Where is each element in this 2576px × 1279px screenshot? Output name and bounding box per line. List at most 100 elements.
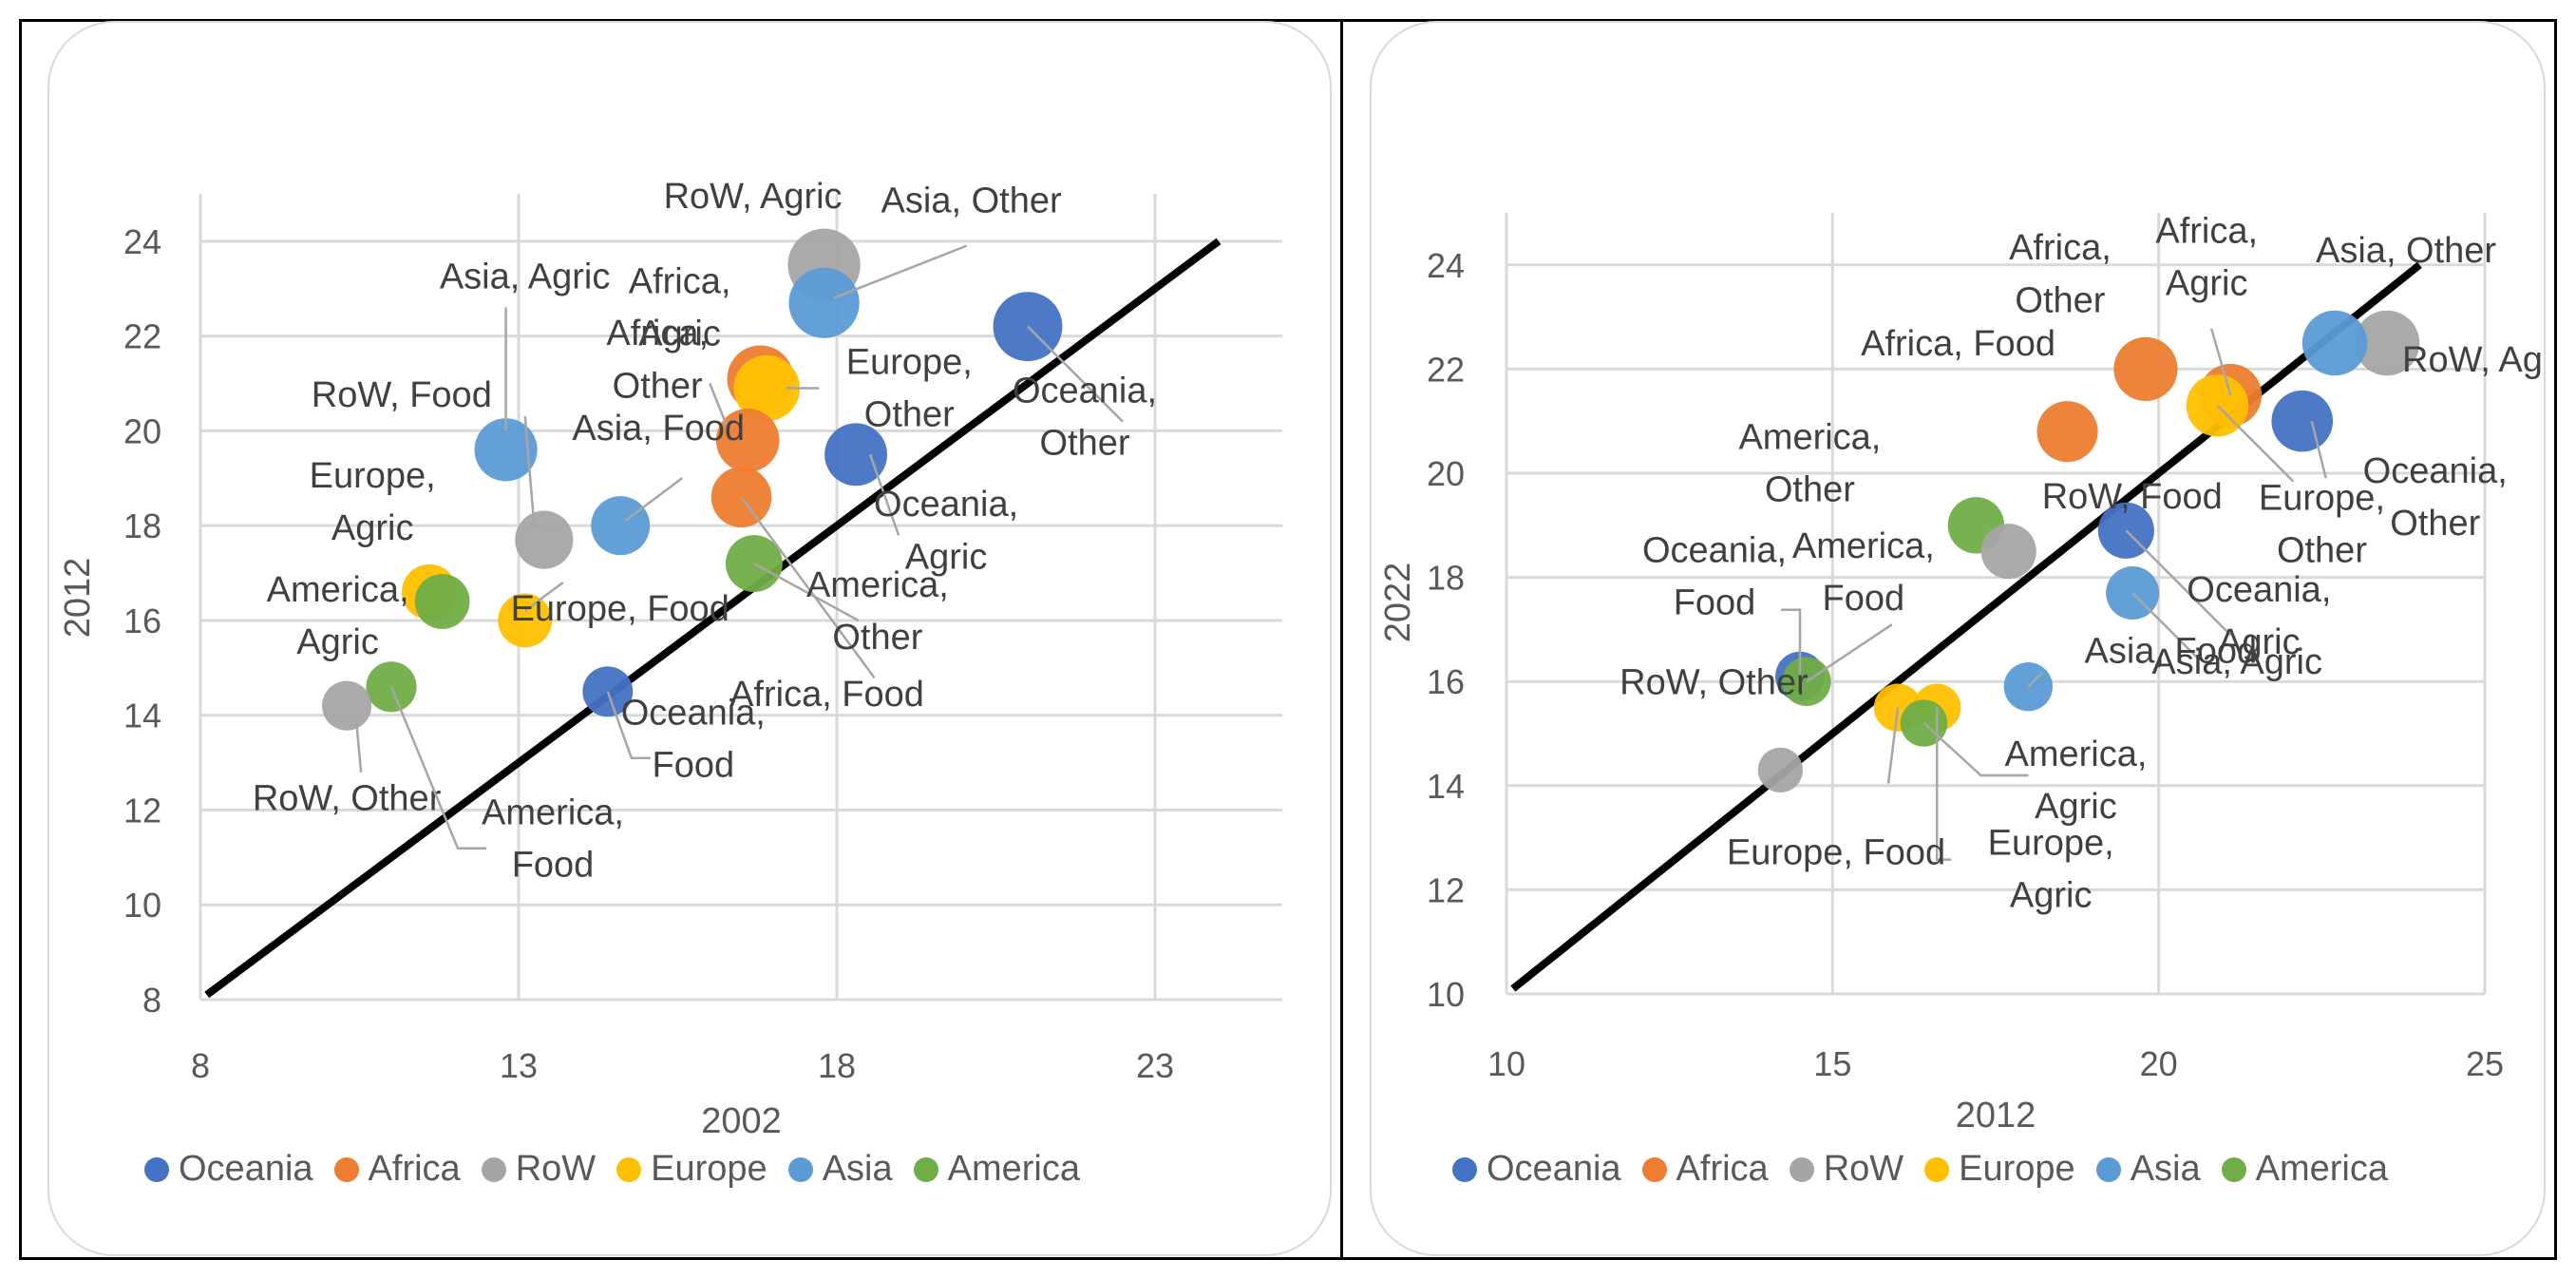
y-tick-label: 16: [123, 601, 161, 640]
data-point-oceania-other: [2271, 390, 2334, 452]
leader-line-row-food: [523, 416, 537, 531]
legend-item-africa: Africa: [1641, 1149, 1769, 1190]
legend-item-europe: Europe: [1924, 1149, 2075, 1190]
data-point-america-agric: [414, 574, 470, 629]
legend-item-america: America: [2221, 1149, 2388, 1190]
data-label-row-food: RoW, Food: [312, 375, 492, 415]
leader-line-asia-agric: [2131, 592, 2201, 660]
reference-diagonal-line: [204, 238, 1222, 999]
data-label-asia-food: Asia, Food: [2085, 632, 2258, 672]
legend-label-asia: Asia: [2130, 1149, 2201, 1189]
data-label-america-agric: America, Agric: [2005, 735, 2148, 827]
y-tick-label: 10: [123, 886, 161, 925]
legend-marker-america: [913, 1156, 938, 1182]
data-point-asia-other: [2301, 310, 2368, 376]
y-tick-label: 12: [123, 791, 161, 830]
legend-label-oceania: Oceania: [1487, 1149, 1621, 1189]
legend-right: Oceania Africa RoW Europe Asia America: [1452, 1149, 2388, 1190]
chart-panel-left: 8 10 12 14 16 18 20 22 24 8 13 18 23 2002 2012 Oceania,…: [47, 21, 1332, 1256]
data-label-row-food: RoW, Food: [2042, 477, 2223, 517]
y-tick-label: 18: [1427, 559, 1465, 598]
data-label-asia-other: Asia, Other: [2316, 231, 2496, 271]
data-label-oceania-agric: Oceania, Agric: [874, 485, 1018, 577]
y-axis-title: 2022: [1378, 563, 1418, 643]
y-tick-label: 20: [1427, 454, 1465, 493]
legend-label-america: America: [947, 1149, 1080, 1189]
data-label-oceania-other: Oceania, Other: [1013, 371, 1157, 463]
data-label-america-agric: America, Agric: [267, 570, 409, 662]
leader-line-asia-food: [624, 477, 683, 523]
legend-item-row: RoW: [1789, 1149, 1904, 1190]
legend-marker-row: [1789, 1156, 1814, 1182]
x-tick-label: 20: [2140, 1044, 2178, 1083]
data-label-row-other: RoW, Other: [1619, 662, 1809, 702]
legend-marker-row: [481, 1156, 506, 1182]
data-point-row-other: [322, 680, 372, 731]
data-label-asia-agric: Asia, Agric: [2151, 642, 2322, 682]
data-label-asia-food: Asia, Food: [572, 409, 745, 449]
y-tick-label: 20: [123, 411, 161, 450]
data-label-row-agric: RoW, Agric: [2402, 340, 2546, 380]
y-tick-label: 22: [1427, 350, 1465, 389]
legend-item-asia: Asia: [2095, 1149, 2201, 1190]
legend-label-oceania: Oceania: [179, 1149, 313, 1189]
legend-item-africa: Africa: [333, 1149, 461, 1190]
data-label-africa-food: Africa, Food: [1861, 324, 2055, 364]
data-point-asia-food: [591, 496, 651, 556]
y-tick-label: 24: [123, 222, 161, 261]
legend-marker-africa: [1641, 1156, 1667, 1182]
leader-line-africa-agric: [2209, 328, 2232, 396]
leader-line-oceania-food: [606, 691, 651, 760]
leader-line-america-agric: [1923, 722, 2029, 777]
data-point-row-other: [1757, 747, 1803, 792]
data-label-europe-food: Europe, Food: [511, 589, 729, 629]
data-point-africa-other: [715, 409, 780, 472]
data-label-row-other: RoW, Other: [253, 779, 442, 819]
legend-label-america: America: [2255, 1149, 2388, 1189]
legend-item-oceania: Oceania: [1452, 1149, 1621, 1190]
leader-line-europe-agric: [1935, 707, 1952, 861]
y-tick-label: 18: [123, 506, 161, 545]
leader-line-europe-food: [1886, 707, 1900, 784]
leader-line-oceania-agric: [2125, 529, 2232, 637]
x-axis-title: 2002: [701, 1101, 782, 1141]
data-label-europe-other: Europe, Other: [2259, 479, 2385, 571]
data-label-oceania-food: Oceania, Food: [1642, 531, 1787, 623]
data-label-oceania-food: Oceania, Food: [621, 694, 766, 786]
legend-label-row: RoW: [515, 1149, 597, 1189]
legend-label-africa: Africa: [368, 1149, 461, 1189]
x-tick-label: 8: [191, 1046, 210, 1085]
leader-line-oceania-agric: [868, 453, 900, 536]
y-tick-label: 10: [1427, 975, 1465, 1014]
data-label-america-other: America, Other: [806, 565, 949, 658]
data-point-row-food: [1980, 524, 2036, 580]
data-label-europe-agric: Europe, Agric: [1988, 823, 2114, 915]
data-label-asia-other: Asia, Other: [881, 181, 1062, 221]
leader-line-europe-food: [523, 581, 564, 612]
leader-line-africa-food: [740, 496, 876, 678]
data-label-america-food: America, Food: [1792, 526, 1935, 619]
data-label-africa-other: Africa, Other: [2009, 228, 2112, 320]
y-tick-label: 8: [142, 981, 161, 1020]
legend-label-europe: Europe: [651, 1149, 767, 1189]
reference-diagonal-line: [1510, 261, 2422, 992]
leader-line-america-other: [753, 562, 860, 622]
data-label-oceania-agric: Oceania, Agric: [2187, 570, 2331, 662]
legend-marker-oceania: [144, 1156, 169, 1182]
leader-line-oceania-other: [2310, 420, 2327, 479]
data-points: [322, 228, 1063, 731]
data-label-europe-agric: Europe, Agric: [310, 456, 436, 548]
y-tick-label: 12: [1427, 870, 1465, 909]
legend-left: Oceania Africa RoW Europe Asia America: [144, 1149, 1080, 1190]
legend-item-europe: Europe: [616, 1149, 767, 1190]
legend-label-row: RoW: [1823, 1149, 1904, 1189]
data-label-america-other: America, Other: [1738, 418, 1881, 510]
x-tick-label: 15: [1813, 1044, 1851, 1083]
data-point-america-other: [725, 535, 783, 593]
chart-panel-right: 10 12 14 16 18 20 22 24 10 15 20 25 2012 2022 Oceania,…: [1370, 21, 2546, 1256]
legend-marker-asia: [2095, 1156, 2121, 1182]
leader-line-america-food: [1806, 623, 1893, 683]
x-tick-label: 23: [1136, 1046, 1174, 1085]
leader-line-row-other: [354, 719, 363, 773]
